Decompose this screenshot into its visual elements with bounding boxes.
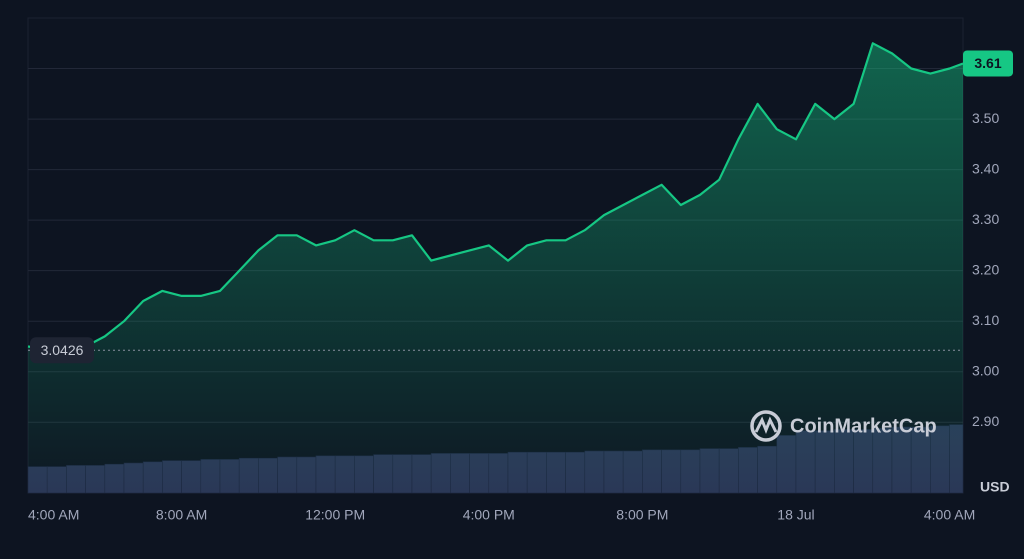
watermark-logo xyxy=(750,410,782,442)
current-price-label: 3.61 xyxy=(974,55,1001,71)
y-tick-label: 3.50 xyxy=(972,110,999,126)
price-line xyxy=(27,42,964,353)
y-tick-label: 3.30 xyxy=(972,211,999,227)
y-tick-label: 3.20 xyxy=(972,261,999,277)
price-area xyxy=(28,43,963,494)
y-tick-label: 3.10 xyxy=(972,312,999,328)
current-price-badge xyxy=(963,50,1013,77)
x-tick-label: 4:00 AM xyxy=(924,507,975,523)
reference-badge xyxy=(30,337,94,364)
y-tick-label: 3.40 xyxy=(972,160,999,176)
y-tick-label: 3.00 xyxy=(972,362,999,378)
watermark-text: CoinMarketCap xyxy=(790,415,937,437)
x-tick-label: 4:00 PM xyxy=(463,507,515,523)
x-tick-label: 18 Jul xyxy=(777,507,814,523)
x-tick-label: 8:00 AM xyxy=(156,507,207,523)
reference-label: 3.0426 xyxy=(41,342,84,358)
x-tick-label: 12:00 PM xyxy=(305,507,365,523)
x-tick-label: 4:00 AM xyxy=(28,507,79,523)
y-unit-label: USD xyxy=(980,479,1010,495)
x-tick-label: 8:00 PM xyxy=(616,507,668,523)
watermark: CoinMarketCap xyxy=(750,410,937,442)
watermark-logo-mark xyxy=(754,416,778,435)
y-tick-label: 2.90 xyxy=(972,413,999,429)
